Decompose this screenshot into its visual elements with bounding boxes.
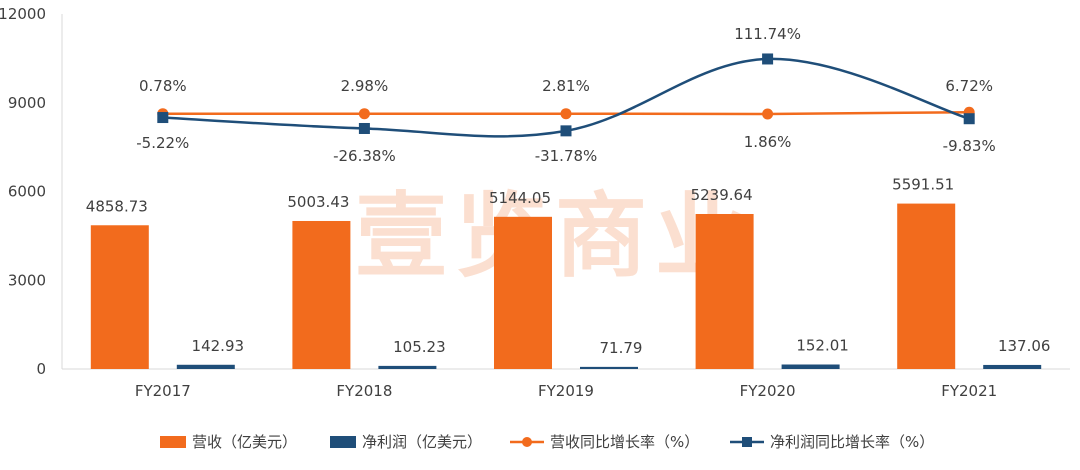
axes: 0 3000 6000 9000 12000 FY2017 FY2018 FY2019 FY20… [0,5,1070,400]
bar-data-label: 4858.73 [86,197,148,215]
bar-data-label: 105.23 [393,338,446,356]
legend-item: 净利润同比增长率（%） [730,433,934,451]
line-data-label: 111.74% [734,25,801,43]
data-point [358,108,370,120]
x-tick-label: FY2018 [336,382,392,400]
line-data-label: -9.83% [943,137,996,155]
bar-data-label: 71.79 [600,339,643,357]
bar-data-label: 5591.51 [892,176,954,194]
bar-data-label: 5144.05 [489,189,551,207]
y-tick-label: 3000 [8,271,46,289]
legend-item: 营收（亿美元） [160,433,297,451]
legend-marker [742,437,752,447]
bar-data-label: 152.01 [796,337,849,355]
legend-label: 净利润（亿美元） [362,433,482,451]
legend-label: 营收同比增长率（%） [550,433,699,451]
bar [897,203,956,369]
legend-item: 净利润（亿美元） [330,433,482,451]
line-data-label: -5.22% [136,134,189,152]
x-tick-label: FY2021 [941,382,997,400]
line-data-label: 2.81% [542,77,590,95]
line-data-label: 6.72% [945,77,993,95]
data-point [762,108,774,120]
bar [983,364,1042,369]
bar-data-label: 137.06 [998,337,1051,355]
bar-data-label: 142.93 [192,337,245,355]
x-tick-label: FY2020 [740,382,796,400]
x-tick-label: FY2017 [135,382,191,400]
line-series [157,53,975,138]
bar [580,366,638,369]
data-point [358,122,370,134]
bar-data-label: 5239.64 [691,186,753,204]
legend-swatch [330,436,356,448]
bar [176,364,235,369]
legend-item: 营收同比增长率（%） [510,433,699,451]
data-point [560,125,572,137]
line-data-label: 1.86% [744,133,792,151]
data-point [560,108,572,120]
line-data-label: -31.78% [535,147,598,165]
bar [781,364,840,369]
line-data-label: -26.38% [333,147,396,165]
bar-series [90,203,1042,369]
data-point [963,113,975,125]
series-line [162,57,970,138]
bar [494,216,552,369]
data-point [157,112,169,124]
legend-marker [522,437,532,447]
y-tick-label: 6000 [8,183,46,201]
legend-swatch [160,436,186,448]
bar [292,220,351,369]
bar [90,225,149,369]
data-point [762,53,774,65]
y-tick-label: 0 [36,360,46,378]
line-data-label: 0.78% [139,77,187,95]
bar [378,365,437,369]
y-tick-label: 12000 [0,5,46,23]
line-data-label: 2.98% [341,77,389,95]
legend: 营收（亿美元） 净利润（亿美元） 营收同比增长率（%） 净利润同比增长率（%） [160,433,934,451]
bar [695,213,754,369]
data-labels: 4858.73 5003.43 5144.05 5239.64 5591.51 142.9… [86,25,1051,357]
x-tick-label: FY2019 [538,382,594,400]
bar-data-label: 5003.43 [287,193,349,211]
y-tick-label: 9000 [8,94,46,112]
legend-label: 营收（亿美元） [192,433,297,451]
legend-label: 净利润同比增长率（%） [770,433,934,451]
